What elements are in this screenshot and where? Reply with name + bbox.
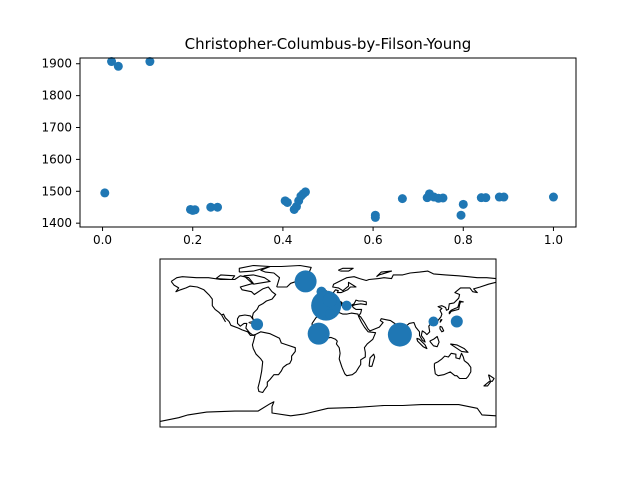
scatter-point [282,197,292,207]
new-zealand-coast [487,374,495,382]
baffin-coast [243,274,271,285]
novaya-zemlya-coast [376,270,393,278]
scatter-point [499,192,509,202]
map-bubble [294,270,317,293]
map-bubble [341,300,352,311]
x-tick-label: 0.4 [273,233,292,247]
greenland-coast [260,264,312,288]
y-tick-label: 1600 [41,152,72,166]
map-bubble [450,315,463,328]
scatter-point [190,205,200,215]
eurasia-coast [319,270,496,343]
map-chart [159,258,497,428]
south-america-coast [251,331,296,394]
scatter-point [113,61,123,71]
y-tick-label: 1900 [41,57,72,71]
chart-title: Christopher-Columbus-by-Filson-Young [185,35,472,53]
scatter-point [397,194,407,204]
japan-coast [448,300,464,315]
map-bubble [307,322,330,345]
scatter-point [145,57,155,67]
map-bubble [322,293,337,308]
x-tick-label: 0.0 [93,233,112,247]
scatter-point [370,212,380,222]
map-bubble [387,322,412,347]
scatter-point [300,187,310,197]
scatter-point [213,202,223,212]
map-frame [159,258,497,428]
y-tick-label: 1700 [41,121,72,135]
coastline-outline [160,264,496,422]
map-bubbles [251,270,463,347]
north-america-coast [170,275,277,337]
scatter-points [100,57,558,222]
map-bubble [324,309,335,320]
x-tick-label: 1.0 [544,233,563,247]
taiwan-coast [439,319,443,323]
scatter-point [107,57,117,67]
y-tick-label: 1800 [41,89,72,103]
x-tick-label: 0.2 [183,233,202,247]
plot-frame [79,57,577,228]
map-bubble [428,316,439,327]
madagascar-coast [368,353,376,367]
scatter-chart: Christopher-Columbus-by-Filson-Young 0.0… [41,35,577,247]
svalbard-coast [338,267,354,272]
x-tick-label: 0.6 [364,233,383,247]
victoria-island-coast [215,274,236,281]
scatter-point [100,188,110,198]
scatter-point [481,193,491,203]
scatter-point [206,202,216,212]
y-tick-label: 1400 [41,216,72,230]
map-bubble [251,318,264,331]
scatter-point [438,193,448,203]
ellesmere-coast [238,264,271,273]
philippines-coast [439,325,445,333]
new-guinea-coast [449,343,469,353]
antarctica-coast [160,401,496,422]
sumatra-coast [416,337,428,350]
borneo-coast [429,335,440,348]
y-tick-label: 1500 [41,184,72,198]
axes: 0.0 0.2 0.4 0.6 0.8 1.0 1400 1500 1600 1700 1800 19… [41,57,577,247]
x-tick-label: 0.8 [454,233,473,247]
scatter-point [458,199,468,209]
scatter-point [456,210,466,220]
australia-coast [433,352,472,380]
scatter-point [548,192,558,202]
new-zealand-south-coast [483,380,491,387]
